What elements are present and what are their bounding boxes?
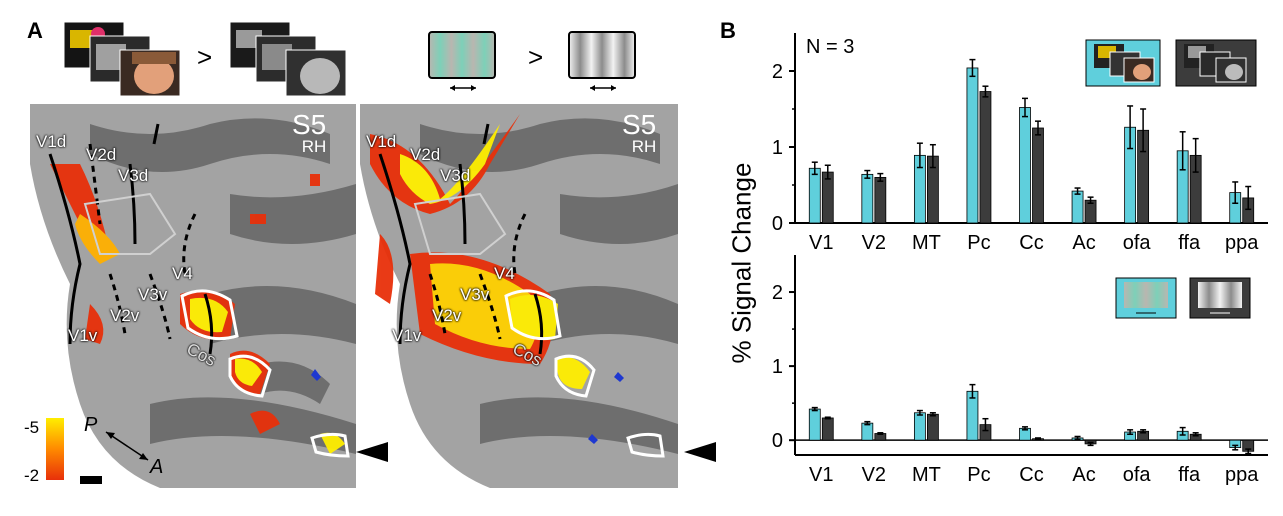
area-label-v2v: V2v bbox=[432, 306, 462, 325]
area-label-v1d: V1d bbox=[366, 132, 397, 151]
chart-1-bar-V1-series-0 bbox=[808, 408, 821, 441]
chart-0-category-label: MT bbox=[912, 232, 941, 254]
chart-1-category-label: ppa bbox=[1225, 464, 1259, 486]
chart-0-ytick-label: 1 bbox=[772, 137, 783, 159]
area-label-v3v: V3v bbox=[138, 285, 168, 304]
gray-photo-stimuli-icon bbox=[229, 21, 347, 97]
chart-1-ytick-label: 1 bbox=[772, 356, 783, 378]
chart-0-bar-Cc-series-0 bbox=[1019, 107, 1031, 224]
chart-0-category-label: Cc bbox=[1019, 232, 1043, 254]
chart-1-category-label: ffa bbox=[1178, 464, 1201, 486]
chart-1-bar-MT-series-1 bbox=[926, 413, 939, 441]
subject-id: S5 bbox=[292, 109, 327, 140]
chart-1-category-label: Ac bbox=[1072, 464, 1095, 486]
chart-0-category-label: Ac bbox=[1072, 232, 1095, 254]
chart-1-category-label: ofa bbox=[1123, 464, 1152, 486]
chart-1-category-label: V1 bbox=[809, 464, 833, 486]
chart-1-bar-V2-series-0 bbox=[861, 422, 874, 441]
panel-a-letter: A bbox=[27, 18, 43, 43]
chart-1-category-label: Pc bbox=[967, 464, 990, 486]
flatmap-color-photos bbox=[30, 104, 356, 488]
chart-0-ytick-label: 2 bbox=[772, 61, 783, 83]
colorbar-max-label: -5 bbox=[24, 418, 40, 437]
panel-b-letter: B bbox=[720, 18, 736, 43]
area-label-v1v: V1v bbox=[392, 326, 422, 345]
chart-0-bar-V2-series-0 bbox=[861, 173, 874, 224]
color-grating-stimulus-icon bbox=[428, 31, 496, 91]
chart-1-ytick-label: 2 bbox=[772, 282, 783, 304]
chart-0-category-label: V1 bbox=[809, 232, 833, 254]
chart-0-bar-Ac-series-0 bbox=[1071, 190, 1084, 224]
chart-1-ytick-label: 0 bbox=[772, 430, 783, 452]
area-label-v4: V4 bbox=[494, 264, 515, 283]
colorbar-legend bbox=[46, 418, 149, 484]
subject-label-2: S5 RH bbox=[622, 109, 657, 156]
hemisphere-label: RH bbox=[301, 137, 327, 156]
chart-0-category-label: V2 bbox=[862, 232, 886, 254]
flatmap-gratings bbox=[360, 104, 678, 488]
area-label-v2d: V2d bbox=[410, 145, 441, 164]
chart-0-bar-V1-series-0 bbox=[808, 167, 821, 224]
posterior-label: P bbox=[84, 414, 98, 436]
scale-bar bbox=[80, 476, 102, 484]
chart-0-bar-V2-series-1 bbox=[874, 176, 887, 224]
chart-0-ytick-label: 0 bbox=[772, 213, 783, 235]
comparison-symbol-2: > bbox=[528, 42, 544, 72]
chart-0-bar-V1-series-1 bbox=[821, 171, 834, 224]
subject-label-1: S5 RH bbox=[292, 109, 327, 156]
area-label-v1v: V1v bbox=[68, 326, 98, 345]
area-label-v2d: V2d bbox=[86, 145, 117, 164]
color-photo-stimuli-icon bbox=[63, 21, 181, 97]
chart-0-bar-Pc-series-0 bbox=[966, 67, 979, 224]
activation-blobs bbox=[50, 164, 345, 454]
area-label-v3v: V3v bbox=[460, 285, 490, 304]
chart-1-category-label: MT bbox=[912, 464, 941, 486]
chart-0-bar-Pc-series-1 bbox=[979, 91, 992, 224]
area-label-v3d: V3d bbox=[440, 166, 471, 185]
chart-1-category-label: V2 bbox=[862, 464, 886, 486]
colorbar-min-label: -2 bbox=[24, 466, 40, 485]
chart-0-category-label: ffa bbox=[1178, 232, 1201, 254]
n-label: N = 3 bbox=[806, 36, 855, 58]
chart-0-category-label: ppa bbox=[1225, 232, 1259, 254]
gray-grating-stimulus-icon bbox=[568, 31, 636, 91]
chart-0-category-label: ofa bbox=[1123, 232, 1152, 254]
chart-1-category-label: Cc bbox=[1019, 464, 1043, 486]
arrowhead-marker-icon bbox=[356, 442, 388, 462]
hemisphere-label: RH bbox=[631, 137, 657, 156]
anterior-label: A bbox=[150, 456, 164, 478]
subject-id: S5 bbox=[622, 109, 657, 140]
arrowhead-marker-icon bbox=[684, 442, 716, 462]
chart-1-bar-V1-series-1 bbox=[821, 417, 834, 441]
chart-1-bar-MT-series-0 bbox=[913, 412, 926, 441]
chart-0-bar-Cc-series-1 bbox=[1032, 127, 1044, 224]
area-label-v2v: V2v bbox=[110, 306, 140, 325]
top-chart-legend-stimuli bbox=[1085, 39, 1257, 87]
area-label-v3d: V3d bbox=[118, 166, 149, 185]
comparison-symbol-1: > bbox=[197, 42, 213, 72]
bottom-chart-legend-stimuli bbox=[1115, 277, 1251, 319]
area-label-v1d: V1d bbox=[36, 132, 67, 151]
area-label-v4: V4 bbox=[172, 264, 193, 283]
chart-0-category-label: Pc bbox=[967, 232, 990, 254]
